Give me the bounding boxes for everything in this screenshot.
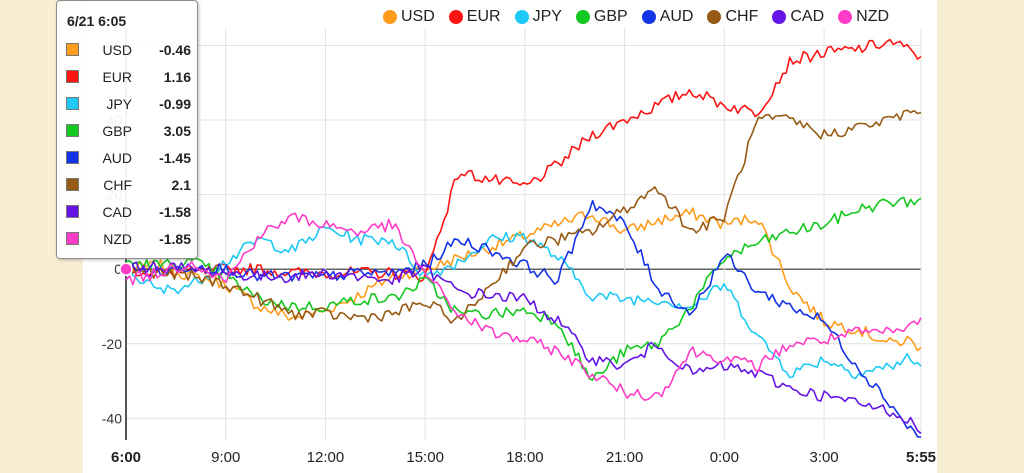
tooltip-value: -0.46 [159,42,191,58]
series-line-chf [125,109,922,324]
tooltip-swatch [66,70,79,83]
tooltip-row-gbp: GBP 3.05 [66,123,191,141]
tooltip-currency: CAD [102,204,132,220]
legend-label: CHF [725,8,759,25]
tooltip-swatch [66,205,79,218]
tooltip-value: 3.05 [163,123,191,139]
legend-item-cad[interactable]: CAD [772,8,824,26]
tooltip-row-chf: CHF 2.1 [66,177,191,195]
tooltip-swatch [66,124,79,137]
tooltip-value: 2.1 [171,177,191,193]
tooltip-row-nzd: NZD -1.85 [66,231,191,249]
tooltip-row-eur: EUR 1.16 [66,69,191,87]
legend-item-jpy[interactable]: JPY [514,8,562,26]
tooltip-currency: NZD [103,231,132,247]
x-tick-label: 3:00 [809,449,838,466]
legend-dot-eur [448,10,463,24]
series-line-usd [125,207,922,352]
legend-label: JPY [532,8,562,25]
legend-dot-gbp [575,10,590,24]
legend-label: NZD [856,8,890,25]
x-tick-label: 21:00 [606,449,644,466]
tooltip-currency: EUR [102,69,132,85]
tooltip-currency: AUD [102,150,132,166]
tooltip-swatch [66,178,79,191]
legend-label: EUR [466,8,501,25]
tooltip-row-cad: CAD -1.58 [66,204,191,222]
tooltip-swatch [66,97,79,110]
legend-dot-aud [641,10,656,24]
legend-label: USD [401,8,435,25]
legend-dot-usd [383,10,397,24]
series-line-cad [125,261,922,434]
x-tick-label: 15:00 [406,449,444,466]
tooltip-currency: GBP [102,123,132,139]
series-line-gbp [125,196,922,381]
x-tick-label: 9:00 [211,449,240,466]
series-line-aud [125,199,922,438]
legend-label: CAD [790,8,825,25]
chart-panel: -40-2002040606:009:0012:0015:0018:0021:0… [83,0,937,473]
legend-dot-chf [707,10,722,24]
tooltip-value: -1.85 [159,231,191,247]
x-tick-label: 5:55 [906,449,936,466]
legend-item-eur[interactable]: EUR [448,8,501,26]
legend-label: GBP [593,8,628,25]
hover-point-marker [119,262,133,276]
x-tick-label: 12:00 [307,449,345,466]
tooltip-value: -0.99 [159,96,191,112]
y-tick-label: -40 [102,410,122,426]
tooltip-currency: JPY [106,96,132,112]
legend-item-gbp[interactable]: GBP [575,8,628,26]
series-line-eur [125,38,922,283]
legend-label: AUD [659,8,694,25]
tooltip-swatch [66,232,79,245]
tooltip-swatch [66,151,79,164]
y-tick-label: -20 [102,336,122,352]
tooltip-row-jpy: JPY -0.99 [66,96,191,114]
legend-dot-nzd [838,10,853,24]
x-tick-label: 0:00 [710,449,739,466]
chart-legend: USD EUR JPY GBP AUD CHF CAD NZD [383,8,903,26]
y-tick-label: 0 [114,261,122,277]
tooltip-value: 1.16 [163,69,191,85]
series-line-jpy [125,226,922,380]
legend-item-chf[interactable]: CHF [707,8,758,26]
hover-tooltip: 6/21 6:05 USD -0.46 EUR 1.16 JPY -0.99 GBP 3… [56,0,198,259]
legend-item-aud[interactable]: AUD [641,8,694,26]
legend-item-nzd[interactable]: NZD [838,8,889,26]
x-tick-label: 18:00 [506,449,544,466]
x-tick-label: 6:00 [111,449,141,466]
tooltip-swatch [66,43,79,56]
line-chart: -40-2002040606:009:0012:0015:0018:0021:0… [102,28,936,466]
tooltip-value: -1.58 [159,204,191,220]
tooltip-row-usd: USD -0.46 [66,42,191,60]
tooltip-title: 6/21 6:05 [67,13,127,29]
legend-dot-jpy [514,10,529,24]
tooltip-currency: USD [102,42,132,58]
legend-dot-cad [772,10,787,24]
series-line-nzd [125,212,922,401]
legend-item-usd[interactable]: USD [383,8,435,26]
tooltip-row-aud: AUD -1.45 [66,150,191,168]
tooltip-currency: CHF [103,177,132,193]
tooltip-value: -1.45 [159,150,191,166]
